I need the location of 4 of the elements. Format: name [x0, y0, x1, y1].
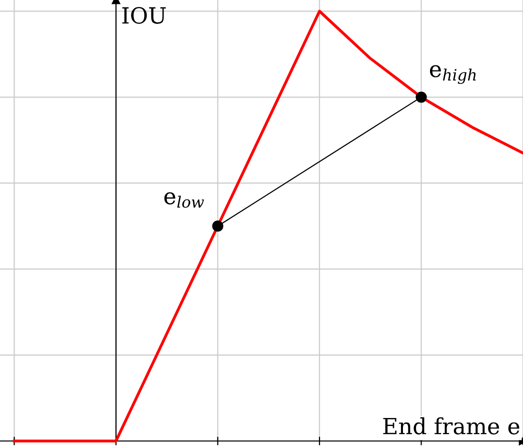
y-axis-title: IOU — [122, 7, 166, 24]
annotation: e$_{high}$ — [430, 65, 476, 84]
annotation: e$_{low}$ — [164, 192, 204, 208]
x-axis-title: End frame e — [383, 417, 520, 434]
